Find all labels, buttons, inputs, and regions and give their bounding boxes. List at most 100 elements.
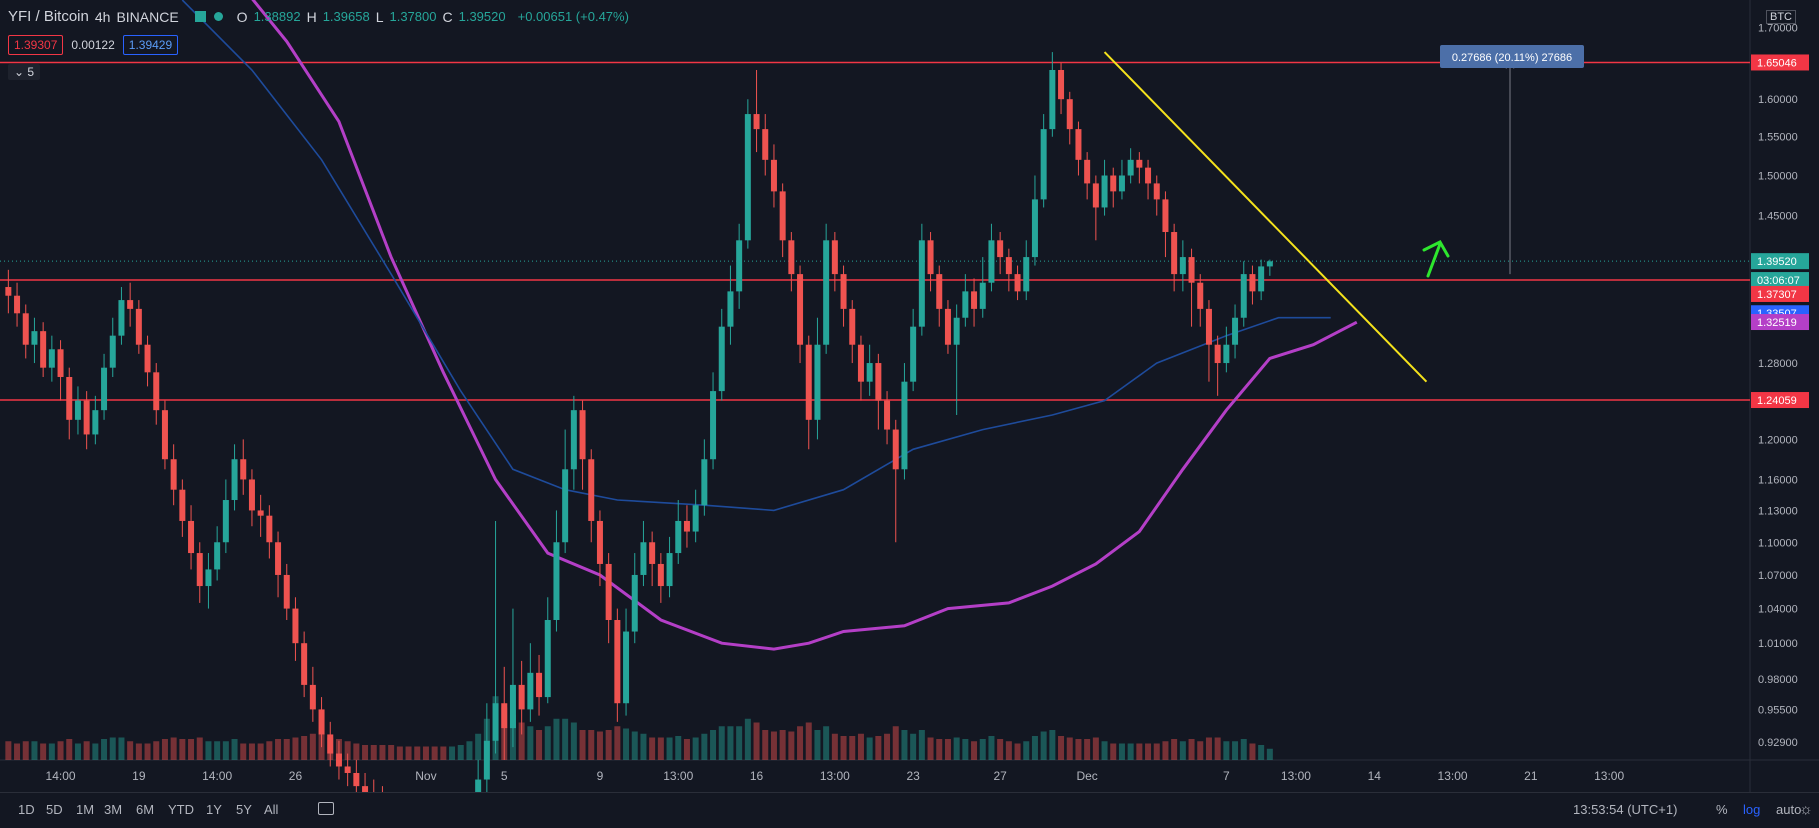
- volume-bar: [301, 736, 308, 760]
- candle-body: [666, 553, 673, 587]
- volume-bar: [1058, 736, 1065, 760]
- currency-badge[interactable]: BTC: [1766, 10, 1796, 24]
- timeframe-all[interactable]: All: [264, 802, 279, 817]
- candle-body: [857, 344, 864, 382]
- candle-body: [266, 515, 273, 543]
- candle-body: [196, 553, 203, 587]
- candle-body: [1249, 274, 1256, 292]
- candle-body: [1197, 282, 1204, 309]
- bid-box[interactable]: 1.39307: [8, 35, 64, 55]
- volume-bar: [605, 730, 612, 760]
- gear-icon[interactable]: ☼: [1799, 801, 1813, 818]
- candle-body: [501, 703, 508, 729]
- volume-bar: [466, 741, 473, 760]
- volume-bar: [588, 730, 595, 760]
- measure-label: 0.27686 (20.11%) 27686: [1452, 52, 1572, 64]
- volume-bar: [196, 737, 203, 760]
- volume-bar: [918, 730, 925, 760]
- timeframe-ytd[interactable]: YTD: [168, 802, 194, 817]
- price-tick-label: 1.10000: [1758, 537, 1798, 549]
- price-label: 03:06:07: [1757, 275, 1800, 287]
- volume-bar: [40, 743, 47, 760]
- auto-scale-button[interactable]: auto: [1776, 802, 1802, 817]
- volume-bar: [231, 739, 238, 760]
- candle-body: [31, 331, 38, 345]
- volume-bar: [570, 722, 577, 760]
- indicators-toggle[interactable]: ⌄ 5: [8, 64, 41, 80]
- volume-bar: [1040, 731, 1047, 760]
- low-value: 1.37800: [389, 9, 437, 24]
- clock[interactable]: 13:53:54 (UTC+1): [1573, 802, 1678, 817]
- volume-bar: [536, 730, 543, 760]
- volume-bar: [971, 741, 978, 760]
- volume-bar: [370, 745, 377, 760]
- bid-ask-row: 1.39307 0.00122 1.39429: [8, 35, 179, 55]
- volume-bar: [779, 730, 786, 760]
- symbol-name[interactable]: YFI / Bitcoin: [8, 8, 89, 25]
- candle-body: [1127, 159, 1134, 176]
- time-tick-label: 16: [750, 769, 764, 783]
- candle-body: [335, 753, 342, 767]
- candle-body: [1040, 129, 1047, 200]
- candle-body: [1153, 183, 1160, 200]
- candle-body: [66, 376, 73, 420]
- price-tick-label: 1.28000: [1758, 358, 1798, 370]
- sma-line: [251, 0, 1358, 651]
- timeframe-5d[interactable]: 5D: [46, 802, 63, 817]
- time-tick-label: 23: [906, 769, 920, 783]
- volume-bar: [170, 737, 177, 760]
- candle-body: [718, 326, 725, 392]
- candle-body: [1110, 175, 1117, 192]
- volume-bar: [109, 737, 116, 760]
- timeframe-3m[interactable]: 3M: [104, 802, 123, 817]
- price-label-box: [1751, 285, 1809, 302]
- candle-body: [1240, 274, 1247, 318]
- volume-bar: [161, 739, 168, 760]
- candle-body: [944, 308, 951, 345]
- candle-body: [1023, 257, 1030, 292]
- percent-scale-button[interactable]: %: [1716, 802, 1728, 817]
- candle-body: [736, 240, 743, 292]
- volume-bar: [83, 741, 90, 760]
- candle-body: [649, 542, 656, 564]
- volume-bar: [22, 741, 29, 760]
- candle-body: [5, 287, 12, 296]
- volume-bar: [892, 726, 899, 760]
- timeframe-1m[interactable]: 1M: [76, 802, 95, 817]
- calendar-icon[interactable]: [318, 802, 334, 815]
- price-label-box: [1751, 253, 1809, 270]
- candle-body: [1179, 257, 1186, 275]
- volume-bar: [475, 733, 482, 760]
- volume-bar: [544, 726, 551, 760]
- timeframe-1d[interactable]: 1D: [18, 802, 35, 817]
- volume-bar: [1162, 741, 1169, 760]
- time-tick-label: Nov: [415, 769, 436, 783]
- timeframe-6m[interactable]: 6M: [136, 802, 155, 817]
- time-tick-label: 26: [289, 769, 303, 783]
- candle-body: [901, 381, 908, 470]
- plot-svg[interactable]: 0.27686 (20.11%) 27686 1.70000 1.60000 1.55…: [0, 0, 1819, 792]
- volume-bar: [388, 745, 395, 760]
- candle-body: [509, 684, 516, 729]
- volume-bar: [101, 739, 108, 760]
- ask-box[interactable]: 1.39429: [122, 35, 179, 55]
- log-scale-button[interactable]: log: [1743, 802, 1761, 817]
- candle-body: [57, 349, 64, 377]
- price-label-box: [1751, 392, 1809, 409]
- volume-bar: [275, 739, 282, 760]
- interval-label[interactable]: 4h: [94, 8, 111, 25]
- volume-bar: [144, 743, 151, 760]
- candle-body: [892, 429, 899, 470]
- timeframe-1y[interactable]: 1Y: [206, 802, 222, 817]
- candle-body: [1214, 344, 1221, 364]
- timeframe-5y[interactable]: 5Y: [236, 802, 252, 817]
- candle-body: [683, 520, 690, 532]
- volume-bar: [179, 739, 186, 760]
- price-label: 1.65046: [1757, 57, 1797, 69]
- volume-bar: [1014, 743, 1021, 760]
- volume-bar: [910, 733, 917, 760]
- time-tick-label: 7: [1223, 769, 1230, 783]
- time-tick-label: 14:00: [202, 769, 232, 783]
- trendline[interactable]: [1103, 51, 1428, 383]
